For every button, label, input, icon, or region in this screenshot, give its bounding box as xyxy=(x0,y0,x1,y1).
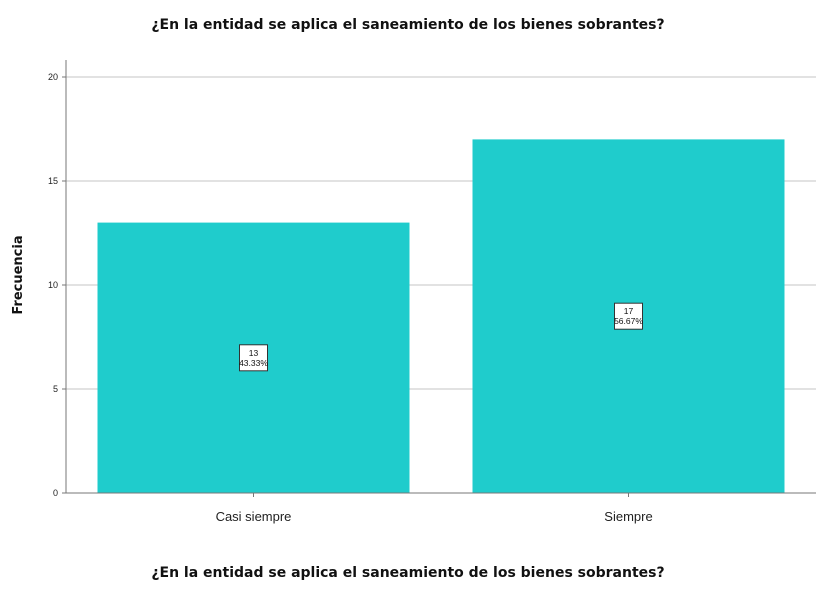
chart-title: ¿En la entidad se aplica el saneamiento … xyxy=(151,17,665,33)
y-axis: 0 5 10 15 20 xyxy=(48,60,67,498)
x-tick-label: Siempre xyxy=(604,509,652,524)
data-label-count: 17 xyxy=(624,306,634,316)
x-tick-label: Casi siempre xyxy=(216,509,292,524)
y-tick-label: 20 xyxy=(48,72,58,82)
y-tick-label: 10 xyxy=(48,280,58,290)
bars xyxy=(97,139,785,493)
x-axis: Casi siempre Siempre xyxy=(66,492,816,524)
data-label-count: 13 xyxy=(249,348,259,358)
y-tick-label: 15 xyxy=(48,176,58,186)
x-axis-title: ¿En la entidad se aplica el saneamiento … xyxy=(151,565,665,581)
y-axis-title: Frecuencia xyxy=(11,235,26,314)
data-label-percent: 43.33% xyxy=(239,358,268,368)
data-label-percent: 56.67% xyxy=(614,316,643,326)
data-label-box xyxy=(614,302,643,330)
y-tick-label: 5 xyxy=(53,384,58,394)
y-tick-label: 0 xyxy=(53,488,58,498)
data-label-box xyxy=(239,344,268,372)
